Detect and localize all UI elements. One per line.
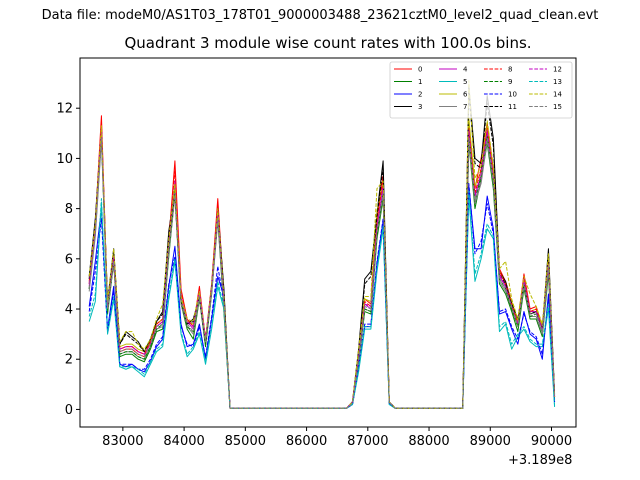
legend-label-7: 7 <box>463 103 467 111</box>
y-tick-label: 2 <box>65 353 73 368</box>
legend-label-8: 8 <box>508 66 512 74</box>
series-line-12 <box>88 127 556 409</box>
series-line-15 <box>88 137 556 409</box>
x-tick-label: 85000 <box>225 434 266 449</box>
x-tick-label: 87000 <box>347 434 388 449</box>
legend-label-11: 11 <box>508 103 517 111</box>
legend-label-3: 3 <box>418 103 422 111</box>
legend-label-2: 2 <box>418 91 422 99</box>
x-tick-label: 83000 <box>102 434 143 449</box>
y-tick-label: 0 <box>65 403 73 418</box>
series-line-9 <box>88 132 556 409</box>
legend-label-13: 13 <box>553 78 562 86</box>
x-tick-label: 90000 <box>531 434 572 449</box>
series-line-6 <box>88 117 556 409</box>
series-lines <box>88 80 556 409</box>
y-tick-label: 10 <box>56 152 73 167</box>
legend-label-12: 12 <box>553 66 562 74</box>
legend-label-4: 4 <box>463 66 468 74</box>
axes-frame <box>79 57 577 428</box>
series-line-8 <box>88 122 556 409</box>
legend-label-14: 14 <box>553 91 562 99</box>
y-tick-label: 4 <box>65 303 73 318</box>
legend-label-5: 5 <box>463 78 467 86</box>
series-line-14 <box>88 80 556 409</box>
legend-label-10: 10 <box>508 91 517 99</box>
y-tick-label: 8 <box>65 202 73 217</box>
legend-label-9: 9 <box>508 78 512 86</box>
axis-ticks: 83000 84000 85000 86000 87000 88000 89000 90000… <box>56 102 572 449</box>
series-line-13 <box>88 190 556 409</box>
legend-label-0: 0 <box>418 66 422 74</box>
series-line-7 <box>88 140 556 409</box>
legend-label-1: 1 <box>418 78 422 86</box>
legend-label-6: 6 <box>463 91 468 99</box>
legend-box <box>389 61 573 119</box>
series-line-5 <box>88 195 556 409</box>
x-offset-label: +3.189e8 <box>508 453 573 468</box>
x-tick-label: 84000 <box>163 434 204 449</box>
x-tick-label: 88000 <box>408 434 449 449</box>
chart-title: Quadrant 3 module wise count rates with … <box>124 34 532 52</box>
x-tick-label: 89000 <box>470 434 511 449</box>
figure-suptitle: Data file: modeM0/AS1T03_178T01_90000034… <box>41 8 599 23</box>
y-tick-label: 6 <box>65 252 73 267</box>
legend-label-15: 15 <box>553 103 562 111</box>
x-tick-label: 86000 <box>286 434 327 449</box>
series-line-1 <box>88 135 556 409</box>
y-tick-label: 12 <box>56 102 73 117</box>
series-line-4 <box>88 130 556 409</box>
